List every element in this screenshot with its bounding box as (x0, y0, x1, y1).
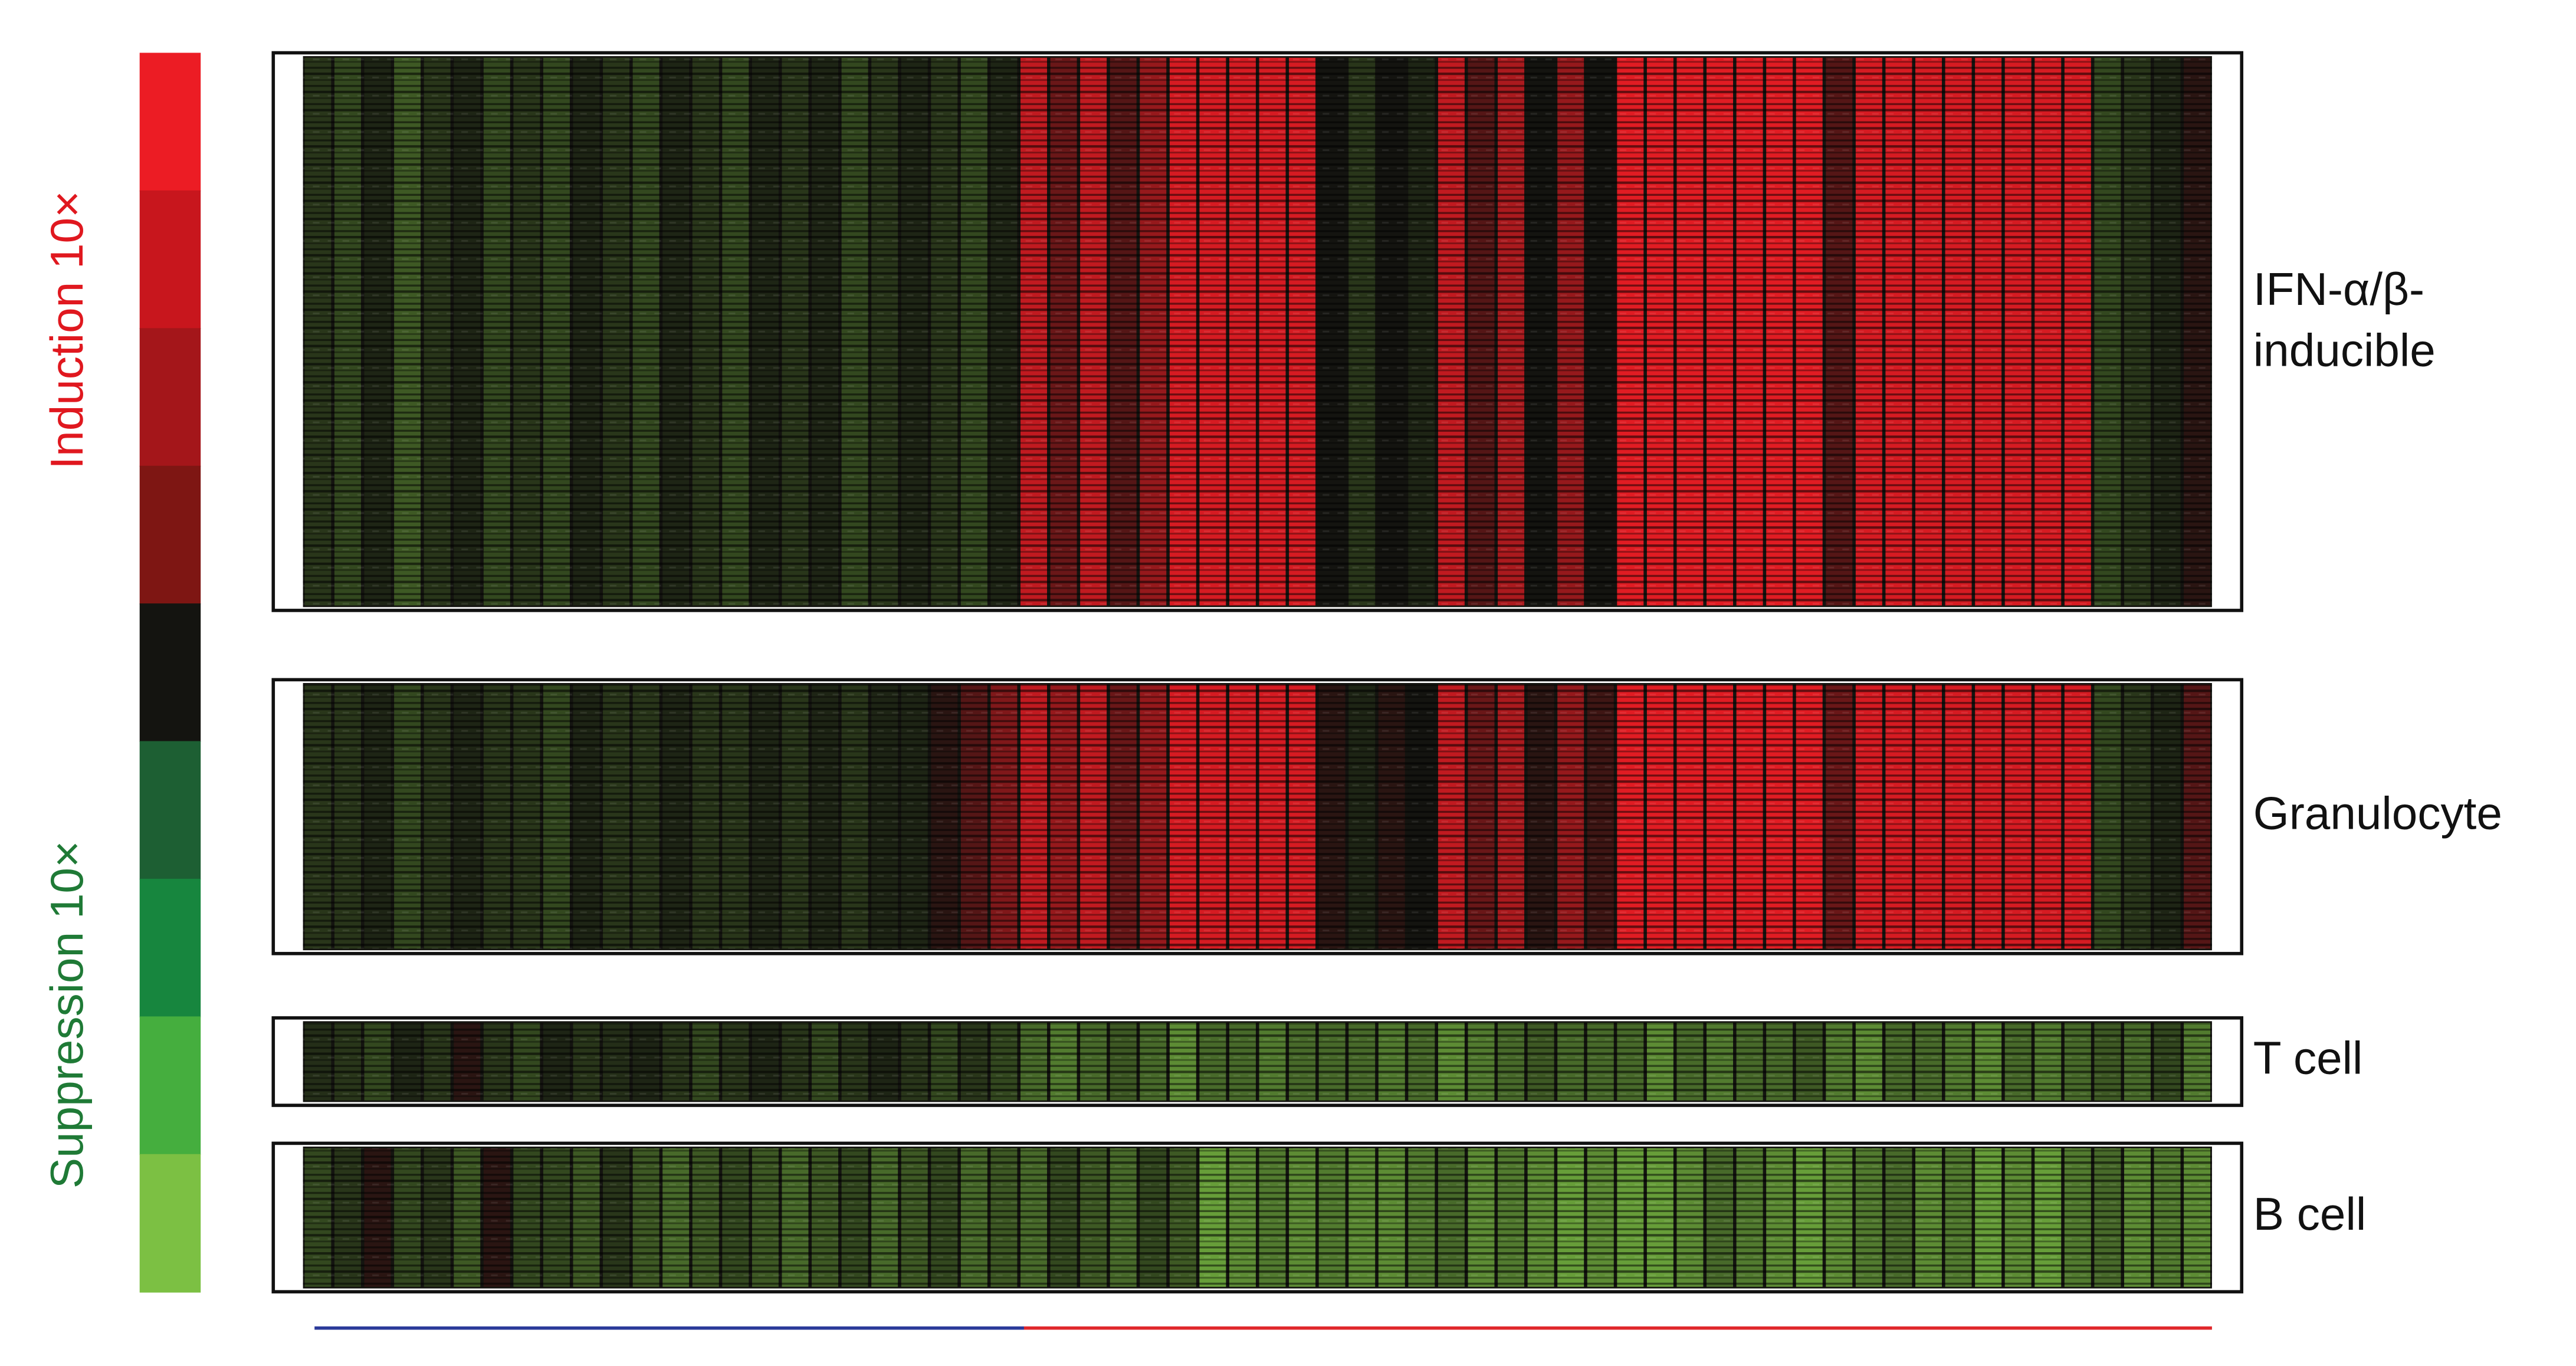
panel-label: IFN-α/β- (2253, 263, 2424, 315)
colorbar-step (139, 328, 201, 467)
colorbar-step (139, 878, 201, 1017)
heatmap-panels: IFN-α/β-inducible Granulocyte T cell B cell (271, 51, 2502, 1293)
colorbar: Induction 10× Suppression 10× (41, 52, 201, 1293)
colorbar-step (139, 603, 201, 742)
texture (303, 1148, 2212, 1287)
texture (303, 1023, 2212, 1101)
colorbar-top-label: Induction 10× (41, 191, 93, 469)
texture (303, 57, 2212, 606)
colorbar-step (139, 1154, 201, 1293)
colorbar-step (139, 52, 201, 192)
panel-label: T cell (2253, 1032, 2363, 1084)
colorbar-step (139, 1016, 201, 1155)
colorbar-step (139, 741, 201, 880)
texture (303, 684, 2212, 949)
panel-label: inducible (2253, 324, 2436, 376)
colorbar-step (139, 465, 201, 605)
colorbar-step (139, 190, 201, 329)
panel-label: Granulocyte (2253, 787, 2502, 839)
panel-label: B cell (2253, 1188, 2366, 1240)
colorbar-bottom-label: Suppression 10× (41, 840, 93, 1188)
